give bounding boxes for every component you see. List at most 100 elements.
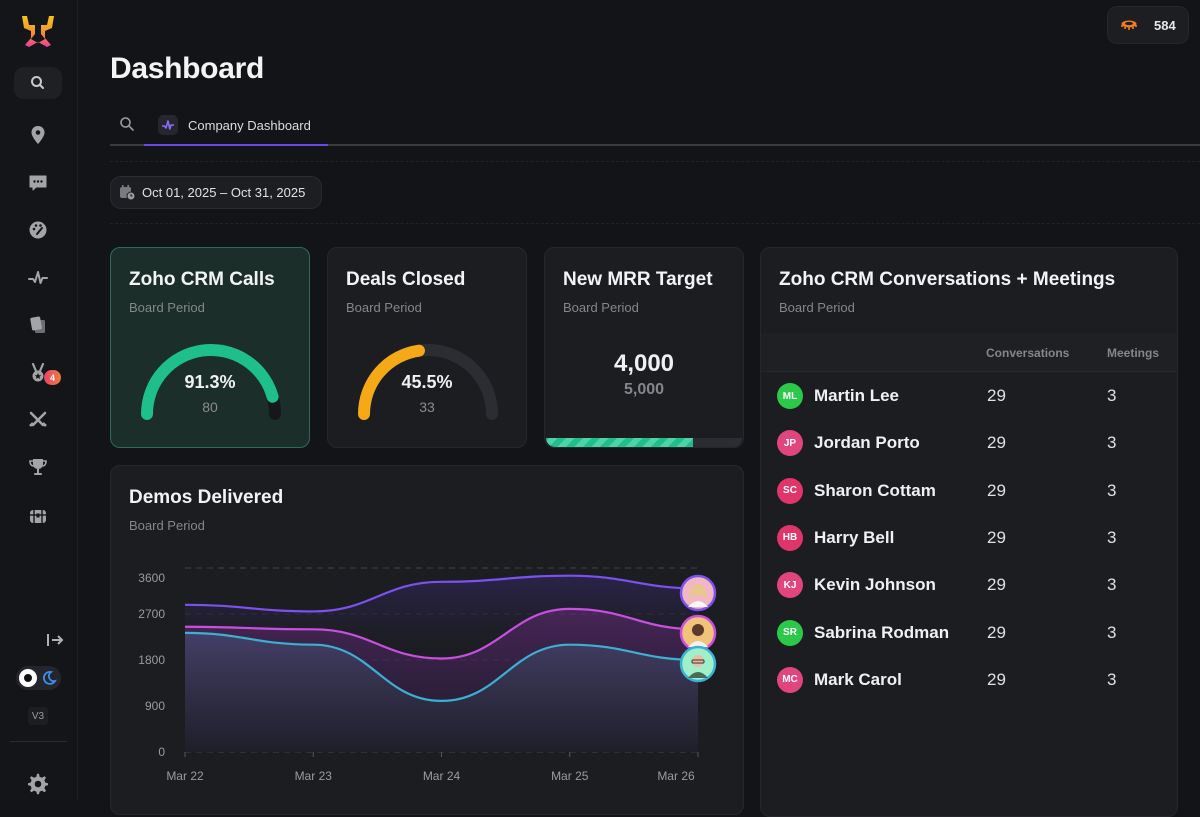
table-row[interactable]: MC Mark Carol 29 3 (761, 656, 1177, 703)
conversations-count: 29 (987, 386, 1006, 406)
column-header-conversations[interactable]: Conversations (986, 346, 1069, 360)
y-tick-label: 900 (145, 699, 165, 713)
avatar: SC (777, 478, 803, 504)
avatar: JP (777, 430, 803, 456)
mrr-target: 5,000 (545, 381, 743, 399)
sidebar-item-cards[interactable] (14, 309, 62, 341)
column-header-meetings[interactable]: Meetings (1107, 346, 1159, 360)
person-name: Harry Bell (814, 528, 894, 548)
sidebar-item-badges[interactable]: 4 (14, 357, 62, 389)
sidebar-item-search[interactable] (14, 67, 62, 99)
person-name: Jordan Porto (814, 433, 920, 453)
date-range-label: Oct 01, 2025 – Oct 31, 2025 (142, 185, 305, 200)
person-name: Sharon Cottam (814, 481, 936, 501)
meetings-count: 3 (1107, 528, 1116, 548)
sidebar-divider (10, 741, 67, 742)
man-glasses-avatar[interactable] (681, 647, 715, 681)
trophy-icon (28, 457, 48, 477)
conversations-count: 29 (987, 528, 1006, 548)
expand-sidebar-icon[interactable] (44, 630, 66, 650)
gauge-percent: 91.3% (111, 372, 309, 393)
gauge-count: 33 (328, 399, 526, 415)
table-row[interactable]: SR Sabrina Rodman 29 3 (761, 609, 1177, 656)
mrr-card[interactable]: New MRR Target Board Period 4,000 5,000 (544, 247, 744, 448)
notification-badge: 4 (44, 370, 61, 385)
sidebar-item-messages[interactable] (14, 167, 62, 199)
card-subtitle: Board Period (129, 300, 205, 315)
logo-icon[interactable] (18, 12, 58, 50)
card-subtitle: Board Period (779, 300, 855, 315)
pulse-icon (158, 115, 178, 135)
gauge-count: 80 (111, 399, 309, 415)
theme-toggle[interactable] (16, 666, 61, 690)
sidebar-item-location[interactable] (14, 119, 62, 151)
sidebar-item-trophies[interactable] (14, 451, 62, 483)
person-name: Kevin Johnson (814, 575, 936, 595)
y-tick-label: 3600 (138, 571, 165, 585)
table-row[interactable]: HB Harry Bell 29 3 (761, 514, 1177, 561)
coin-icon (1120, 19, 1138, 31)
mrr-progress-bar (546, 438, 742, 447)
deals-card[interactable]: Deals Closed Board Period 45.5% 33 (327, 247, 527, 448)
x-tick-label: Mar 24 (423, 769, 461, 783)
version-label: V3 (28, 707, 48, 725)
mrr-value: 4,000 (545, 350, 743, 378)
mrr-progress-fill (546, 438, 693, 447)
moon-icon (41, 670, 57, 686)
meetings-count: 3 (1107, 481, 1116, 501)
conversations-count: 29 (987, 481, 1006, 501)
x-tick-label: Mar 25 (551, 769, 589, 783)
conversations-count: 29 (987, 433, 1006, 453)
meetings-count: 3 (1107, 623, 1116, 643)
search-icon[interactable] (119, 116, 135, 132)
map-pin-icon (28, 125, 48, 145)
avatar: KJ (777, 572, 803, 598)
coin-balance[interactable]: 584 (1107, 6, 1189, 44)
date-range-picker[interactable]: Oct 01, 2025 – Oct 31, 2025 (110, 176, 322, 209)
x-tick-label: Mar 23 (295, 769, 333, 783)
person-name: Martin Lee (814, 386, 899, 406)
man-smiling-avatar[interactable] (681, 616, 715, 650)
swords-icon (28, 410, 48, 430)
avatar: ML (777, 383, 803, 409)
palette-icon (28, 220, 48, 240)
chat-icon (28, 173, 48, 193)
x-tick-label: Mar 26 (657, 769, 695, 783)
tab-bar: Company Dashboard (110, 106, 1200, 146)
card-subtitle: Board Period (346, 300, 422, 315)
avatar: MC (777, 667, 803, 693)
meetings-count: 3 (1107, 575, 1116, 595)
sidebar-item-chest[interactable] (14, 500, 62, 532)
sidebar-item-palette[interactable] (14, 214, 62, 246)
conversations-count: 29 (987, 575, 1006, 595)
table-row[interactable]: ML Martin Lee 29 3 (761, 372, 1177, 419)
table-row[interactable]: JP Jordan Porto 29 3 (761, 419, 1177, 466)
calls-card[interactable]: Zoho CRM Calls Board Period 91.3% 80 (110, 247, 310, 448)
y-tick-label: 0 (158, 745, 165, 759)
avatar: HB (777, 525, 803, 551)
cards-icon (28, 315, 48, 335)
sidebar-item-activity[interactable] (14, 262, 62, 294)
meetings-count: 3 (1107, 433, 1116, 453)
woman-blonde-avatar[interactable] (681, 576, 715, 610)
table-row[interactable]: KJ Kevin Johnson 29 3 (761, 561, 1177, 608)
card-title: Zoho CRM Calls (129, 269, 275, 291)
tab-company-dashboard[interactable]: Company Dashboard (144, 106, 328, 146)
search-icon (28, 73, 48, 93)
card-title: Deals Closed (346, 269, 465, 291)
y-tick-label: 2700 (138, 607, 165, 621)
avatar: SR (777, 620, 803, 646)
conversations-card: Zoho CRM Conversations + Meetings Board … (760, 247, 1178, 817)
conversations-count: 29 (987, 623, 1006, 643)
sidebar: 4 V3 (0, 0, 78, 800)
meetings-count: 3 (1107, 386, 1116, 406)
gear-icon[interactable] (26, 772, 50, 796)
x-tick-label: Mar 22 (166, 769, 204, 783)
pulse-icon (28, 268, 48, 288)
table-row[interactable]: SC Sharon Cottam 29 3 (761, 467, 1177, 514)
sidebar-item-battles[interactable] (14, 404, 62, 436)
gauge-percent: 45.5% (328, 372, 526, 393)
meetings-count: 3 (1107, 670, 1116, 690)
